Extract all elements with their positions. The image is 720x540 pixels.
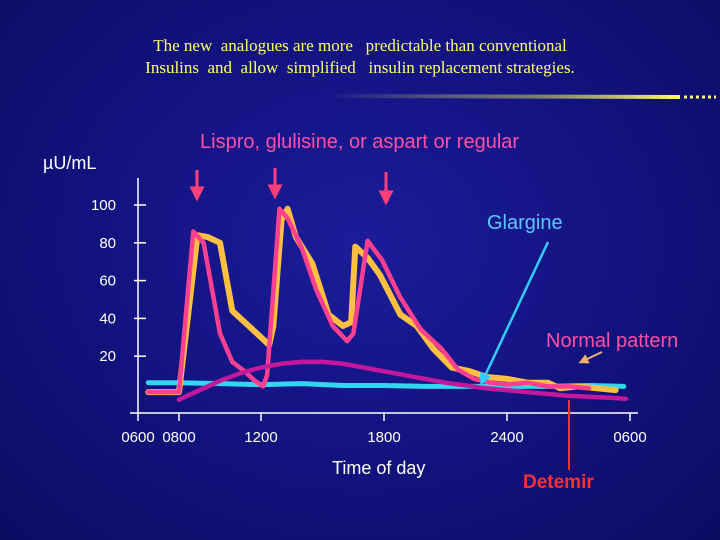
x-tick-group: 0600 0800 1200 1800 2400 0600 xyxy=(121,413,647,446)
x-axis-title: Time of day xyxy=(332,458,426,478)
y-tick-label: 100 xyxy=(91,197,116,214)
x-tick-label: 2400 xyxy=(490,429,523,446)
normal-pattern-label: Normal pattern xyxy=(546,330,679,352)
x-tick-label: 1800 xyxy=(367,429,400,446)
y-tick-group: 100 80 60 40 20 xyxy=(91,197,146,365)
glargine-pointer-arrow xyxy=(480,241,550,386)
regular-curve xyxy=(145,205,619,396)
meal-arrows xyxy=(189,168,394,206)
slide-title-line-1: The new analogues are more predictable t… xyxy=(153,36,567,55)
slide-title-line-2: Insulins and allow simplified insulin re… xyxy=(145,58,575,77)
y-tick-label: 80 xyxy=(99,235,116,252)
y-tick-label: 40 xyxy=(99,310,116,327)
y-tick-label: 20 xyxy=(99,348,116,365)
series-group xyxy=(145,205,629,402)
x-tick-label: 0800 xyxy=(162,429,195,446)
x-tick-label: 0600 xyxy=(613,429,646,446)
detemir-curve xyxy=(176,359,629,402)
lispro-curve xyxy=(146,206,592,395)
detemir-label: Detemir xyxy=(523,472,594,493)
y-tick-label: 60 xyxy=(99,273,116,290)
y-axis-unit-label: µU/mL xyxy=(43,153,97,173)
rapid-insulins-label: Lispro, glulisine, or aspart or regular xyxy=(200,131,520,153)
title-underline xyxy=(329,94,681,99)
x-tick-label: 1200 xyxy=(244,429,277,446)
slide-title: The new analogues are more predictable t… xyxy=(0,35,720,79)
glargine-label: Glargine xyxy=(487,212,563,234)
x-tick-label: 0600 xyxy=(121,429,154,446)
normal-pattern-pointer-arrow xyxy=(578,351,603,364)
